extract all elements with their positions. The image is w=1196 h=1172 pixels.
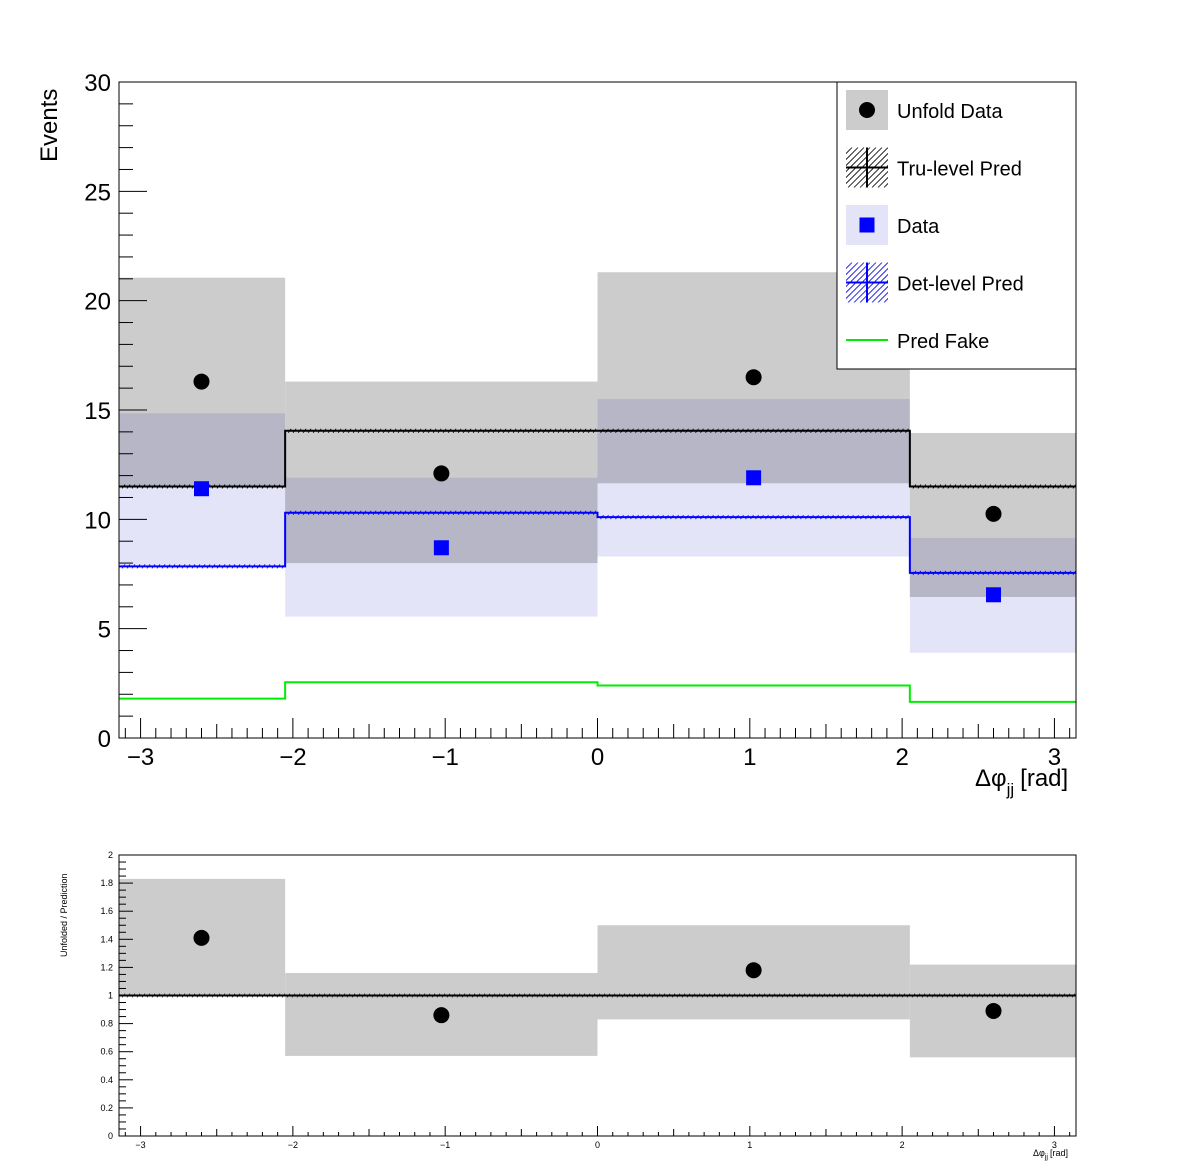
ratio-x-tick-label: 0 (595, 1140, 600, 1150)
ratio-point (433, 1007, 450, 1024)
ratio-plot-panel: 0 0.2 0.4 0.6 0.8 1 1.2 1.4 1.6 1.8 2 −3 −2 −1 0 1 2 3 Un… (59, 850, 1077, 1161)
y-tick-label: 20 (84, 289, 111, 316)
data-point (193, 481, 209, 497)
ratio-x-tick-label: 2 (900, 1140, 905, 1150)
hatch-marks (600, 514, 909, 520)
hatch-marks (600, 428, 909, 434)
ratio-y-tick-label: 0.6 (100, 1047, 113, 1057)
ratio-y-tick-label: 0 (108, 1131, 113, 1141)
x-tick-label: −3 (127, 744, 154, 771)
x-tick-label: 3 (1048, 744, 1061, 771)
x-tick-label: −2 (279, 744, 306, 771)
legend-label: Pred Fake (897, 331, 989, 353)
y-tick-label: 15 (84, 398, 111, 425)
ratio-x-tick-label: −2 (288, 1140, 298, 1150)
legend: Unfold Data Tru-level Pred Data Det-level P… (836, 81, 1077, 370)
legend-label: Data (897, 216, 940, 238)
y-tick-label: 25 (84, 179, 111, 206)
y-tick-label: 30 (84, 70, 111, 97)
ratio-y-tick-label: 0.2 (100, 1103, 113, 1113)
hatch-marks (912, 484, 1077, 489)
ratio-x-axis-label-sub: jj (1044, 1154, 1049, 1161)
ratio-y-tick-label: 1.2 (100, 962, 113, 972)
data-point (433, 540, 449, 556)
x-axis-label-main: Δφ (975, 765, 1007, 792)
legend-entry: Unfold Data (846, 90, 1003, 130)
legend-entry: Data (846, 205, 940, 245)
ratio-y-tick-label: 0.4 (100, 1075, 113, 1085)
ratio-y-tick-label: 1 (108, 991, 113, 1001)
ratio-x-axis-label-main: Δφ (1033, 1148, 1045, 1158)
legend-label: Det-level Pred (897, 274, 1024, 296)
hatch-marks (287, 510, 597, 516)
data-markers (193, 369, 1002, 603)
ratio-x-tick-label: −3 (135, 1140, 145, 1150)
legend-marker-circle (859, 102, 875, 118)
ratio-x-tick-label: 3 (1052, 1140, 1057, 1150)
legend-entry: Tru-level Pred (846, 147, 1022, 188)
data-point (746, 470, 762, 486)
ratio-y-axis-label: Unfolded / Prediction (59, 873, 69, 957)
ratio-x-tick-label: 1 (747, 1140, 752, 1150)
ratio-point (745, 962, 762, 979)
ratio-y-tick-label: 0.8 (100, 1019, 113, 1029)
ratio-x-axis-label: Δφjj [rad] (1033, 1148, 1068, 1161)
prediction-lines (119, 428, 1077, 703)
main-axes: 0 5 10 15 20 25 30 −3 −2 −1 0 1 2 3 (84, 70, 1071, 771)
hatch-marks (121, 484, 286, 489)
x-tick-label: 2 (895, 744, 908, 771)
ratio-point (193, 929, 210, 946)
x-axis-label: Δφjj [rad] (975, 765, 1068, 799)
ratio-x-tick-label: −1 (440, 1140, 450, 1150)
det-level-pred-line (119, 511, 1076, 574)
unfold-data-point (193, 373, 210, 390)
ratio-y-tick-label: 1.4 (100, 934, 113, 944)
y-tick-label: 0 (98, 726, 111, 753)
unfold-data-point (745, 369, 762, 386)
ratio-x-axis-label-unit: [rad] (1050, 1148, 1068, 1158)
legend-marker-square (859, 217, 875, 233)
ratio-y-tick-label: 1.6 (100, 906, 113, 916)
hatch-marks (912, 570, 1077, 576)
y-axis-label: Events (36, 89, 63, 162)
tru-level-pred-line (119, 429, 1076, 488)
ratio-point (985, 1002, 1002, 1019)
unfold-data-point (433, 465, 450, 482)
ratio-markers (193, 929, 1002, 1024)
unfold-data-point (985, 505, 1002, 522)
x-tick-label: 0 (591, 744, 604, 771)
legend-label: Unfold Data (897, 101, 1003, 123)
hatch-marks (287, 428, 597, 434)
ratio-y-tick-label: 1.8 (100, 878, 113, 888)
ratio-axes: 0 0.2 0.4 0.6 0.8 1 1.2 1.4 1.6 1.8 2 −3 −2 −1 0 1 2 3 (100, 850, 1071, 1150)
hatch-marks (121, 564, 286, 569)
x-axis-label-sub: jj (1006, 780, 1015, 799)
legend-entry: Pred Fake (846, 331, 989, 353)
x-tick-label: 1 (743, 744, 756, 771)
y-tick-label: 5 (98, 617, 111, 644)
ratio-y-tick-label: 2 (108, 850, 113, 860)
ratio-uncertainty-bands (119, 878, 1076, 1058)
legend-label: Tru-level Pred (897, 159, 1022, 181)
pred-fake-line (119, 681, 1076, 703)
x-tick-label: −1 (432, 744, 459, 771)
x-axis-label-unit: [rad] (1020, 765, 1068, 792)
y-tick-label: 10 (84, 507, 111, 534)
data-point (986, 587, 1002, 603)
legend-entry: Det-level Pred (846, 262, 1024, 303)
